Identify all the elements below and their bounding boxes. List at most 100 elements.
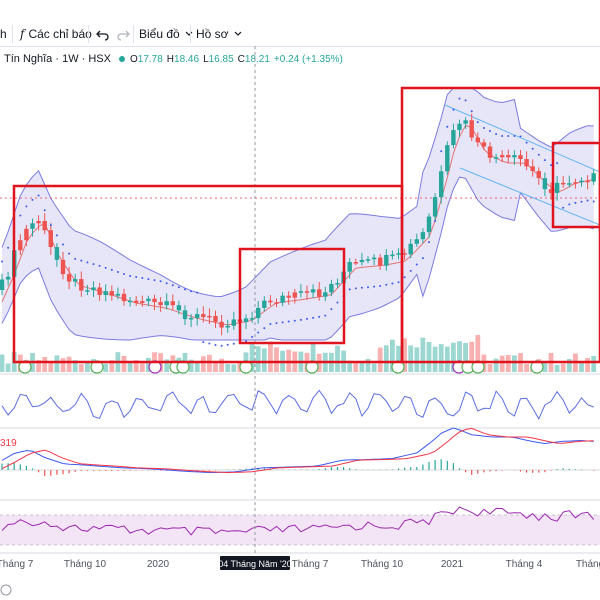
volume-bar [591, 355, 597, 372]
sar-dot [367, 286, 369, 289]
candle [542, 172, 548, 197]
signal-line [1, 427, 594, 474]
sar-dot [458, 97, 461, 100]
toolbar-cut-item[interactable]: h [0, 24, 7, 44]
crosshair-time-label: 04 Tháng Năm '20 [218, 559, 292, 569]
candle-body [500, 155, 505, 158]
candle-body [54, 247, 60, 260]
candle [97, 282, 102, 301]
candle-body [518, 155, 523, 160]
redo-button[interactable] [116, 24, 130, 44]
volume-bar [512, 355, 517, 372]
candle [414, 233, 419, 247]
legend-high-label: H [166, 53, 175, 65]
sar-dot [177, 286, 180, 289]
sar-dot [153, 279, 156, 282]
candle [487, 142, 493, 163]
volume-bar [560, 363, 566, 372]
sar-dot [452, 108, 455, 111]
candle [365, 256, 371, 264]
toolbar-divider [12, 25, 13, 43]
volume-bar [438, 344, 444, 372]
candle-body [170, 301, 175, 306]
oscillator-pane [1, 389, 594, 421]
candle [310, 284, 316, 298]
undo-button[interactable] [96, 24, 110, 44]
legend-symbol[interactable]: Tín Nghĩa · 1W · HSX [4, 53, 111, 65]
candle-body [329, 283, 334, 293]
candle-body [134, 300, 139, 303]
sar-dot [275, 322, 278, 325]
candle-body [121, 293, 127, 302]
legend-high: 18.46 [174, 53, 200, 65]
candle-body [573, 182, 578, 184]
volume-bar [36, 359, 41, 372]
timezone-icon[interactable] [0, 584, 12, 596]
sar-dot [306, 317, 308, 320]
volume-bar [249, 342, 255, 372]
sar-dot [421, 257, 424, 260]
sar-dot [281, 321, 284, 324]
candle-body [201, 314, 206, 318]
candle [207, 308, 212, 324]
oscillator-line [1, 389, 594, 421]
sar-dot [263, 327, 266, 330]
sar-dot [68, 252, 71, 255]
bottom-left-toggle[interactable] [0, 584, 12, 596]
candle [451, 123, 456, 149]
volume-bar [414, 347, 420, 372]
sar-dot [379, 284, 382, 287]
sar-dot [409, 269, 412, 272]
candle-body [378, 257, 383, 266]
sar-dot [80, 259, 83, 262]
candle-body [445, 145, 450, 172]
candle-body [512, 155, 517, 158]
sar-dot [428, 241, 430, 244]
candle-body [481, 142, 487, 147]
profile-menu-button[interactable]: Hồ sơ [196, 24, 243, 44]
highlight-box [400, 86, 600, 364]
candle [481, 138, 487, 150]
sar-dot [507, 135, 510, 137]
candle [195, 308, 200, 326]
indicators-button[interactable]: f Các chỉ báo [20, 24, 92, 44]
toolbar-divider [133, 25, 134, 43]
sar-dot [25, 205, 28, 208]
candle [66, 267, 72, 290]
volume-bar [133, 360, 139, 372]
volume-bar [463, 342, 468, 372]
volume-bar [493, 358, 499, 372]
sar-dot [403, 276, 406, 279]
candle-body [60, 259, 66, 275]
sar-dot [495, 133, 498, 136]
time-axis-label: Tháng 7 [0, 559, 34, 570]
time-axis: Tháng 7 Tháng 10 2020 04 Tháng Năm '20 Tháng… [0, 556, 600, 570]
volume-bar [347, 360, 353, 372]
volume-bar [200, 356, 206, 372]
candle [298, 284, 304, 298]
sar-dot [464, 99, 467, 102]
volume-bar [261, 348, 267, 372]
candle [164, 293, 169, 310]
sar-dot [116, 270, 119, 273]
candle [115, 287, 121, 300]
volume-bar [146, 357, 151, 372]
candle-body [176, 305, 182, 311]
candle [79, 271, 84, 297]
candle [219, 315, 224, 336]
candle-body [268, 300, 273, 303]
candle [127, 297, 133, 307]
candle-body [109, 291, 114, 296]
undo-icon [96, 30, 109, 41]
sar-dot [31, 198, 34, 201]
candle [60, 251, 66, 280]
candle [323, 286, 328, 302]
sar-dot [586, 199, 589, 202]
candle [359, 252, 365, 266]
candle [42, 213, 47, 235]
sar-dot [196, 291, 199, 294]
sar-dot [110, 268, 113, 271]
candle-body [506, 155, 511, 158]
eye-icon[interactable] [118, 56, 125, 62]
